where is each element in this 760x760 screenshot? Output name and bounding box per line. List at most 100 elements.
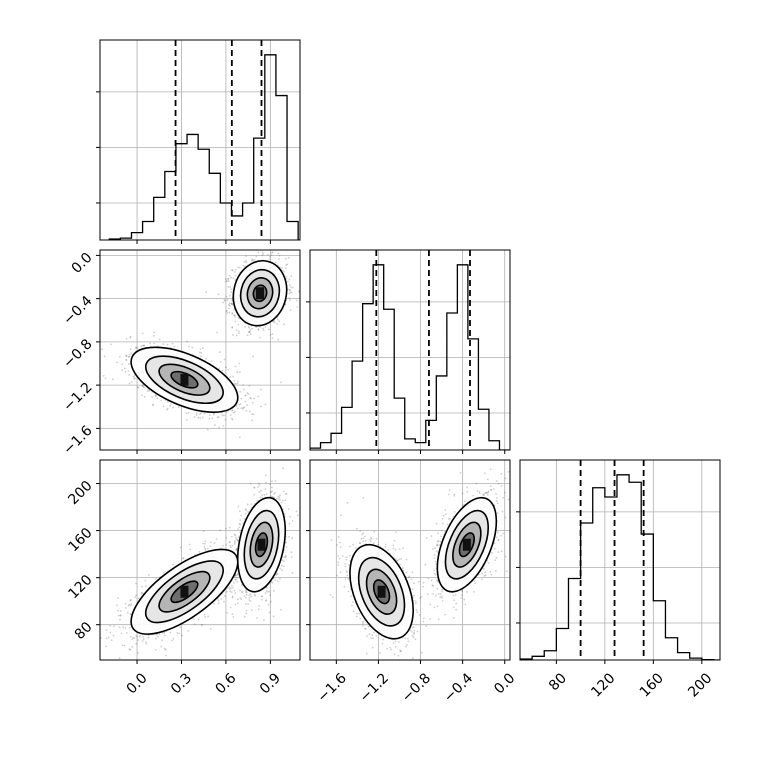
scatter-point: [187, 411, 190, 414]
scatter-point: [211, 417, 214, 420]
scatter-point: [290, 291, 293, 294]
scatter-point: [128, 626, 131, 629]
scatter-point: [195, 414, 198, 416]
scatter-point: [232, 615, 235, 618]
scatter-point: [124, 370, 127, 373]
scatter-point: [141, 585, 143, 588]
scatter-point: [153, 342, 155, 345]
scatter-point: [240, 598, 243, 601]
scatter-point: [229, 545, 232, 547]
scatter-point: [213, 541, 216, 544]
scatter-point: [250, 595, 252, 598]
scatter-point: [147, 636, 150, 639]
scatter-point: [206, 547, 209, 550]
scatter-point: [228, 304, 231, 307]
scatter-point: [165, 408, 168, 411]
scatter-point: [261, 254, 264, 257]
scatter-point: [257, 608, 260, 611]
scatter-point: [142, 344, 145, 347]
scatter-point: [249, 396, 252, 399]
scatter-point: [172, 563, 174, 566]
scatter-point: [284, 492, 287, 495]
scatter-point: [158, 338, 161, 341]
scatter-point: [256, 499, 259, 502]
scatter-point: [233, 271, 236, 273]
scatter-point: [169, 405, 172, 408]
scatter-point: [226, 612, 228, 614]
scatter-point: [290, 556, 293, 558]
scatter-point: [212, 412, 215, 415]
scatter-point: [245, 259, 247, 262]
scatter-point: [284, 555, 287, 558]
scatter-point: [295, 510, 298, 513]
scatter-point: [121, 644, 124, 647]
scatter-point: [193, 416, 196, 418]
histogram-bin: [198, 149, 209, 240]
scatter-point: [116, 604, 118, 606]
scatter-point: [267, 253, 270, 256]
scatter-point: [237, 539, 239, 542]
histogram-bin: [220, 203, 231, 240]
scatter-point: [277, 338, 280, 341]
scatter-point: [234, 278, 237, 281]
scatter-point: [290, 275, 293, 277]
scatter-point: [264, 481, 267, 484]
scatter-point: [245, 589, 248, 592]
scatter-point: [245, 261, 248, 264]
scatter-point: [277, 252, 280, 255]
scatter-point: [208, 414, 211, 417]
scatter-point: [201, 347, 204, 349]
scatter-point: [141, 344, 144, 347]
scatter-point: [287, 508, 290, 511]
scatter-point: [199, 413, 201, 416]
scatter-point: [228, 311, 231, 314]
scatter-point: [280, 501, 283, 504]
scatter-point: [217, 602, 220, 605]
scatter-point: [129, 348, 132, 350]
scatter-point: [250, 609, 253, 612]
scatter-point: [229, 376, 232, 379]
scatter-point: [128, 374, 131, 376]
scatter-point: [155, 395, 157, 397]
scatter-point: [143, 395, 146, 398]
scatter-point: [289, 288, 291, 291]
scatter-point: [129, 335, 132, 338]
scatter-point: [125, 359, 128, 361]
scatter-point: [231, 326, 234, 328]
scatter-point: [160, 399, 163, 402]
scatter-point: [231, 303, 234, 306]
scatter-point: [268, 258, 271, 261]
scatter-point: [252, 413, 255, 416]
scatter-point: [253, 593, 256, 596]
scatter-point: [263, 493, 266, 496]
scatter-point: [223, 298, 226, 301]
scatter-point: [134, 596, 137, 598]
scatter-point: [244, 394, 247, 397]
scatter-point: [288, 278, 291, 281]
scatter-point: [261, 494, 263, 497]
scatter-point: [131, 646, 134, 648]
scatter-point: [131, 638, 134, 641]
scatter-point: [166, 407, 169, 410]
scatter-point: [109, 343, 112, 346]
axes-frame: [309, 249, 511, 451]
scatter-point: [249, 600, 252, 603]
scatter-point: [252, 355, 255, 358]
scatter-point: [281, 564, 283, 567]
scatter-point: [233, 533, 236, 536]
scatter-point: [271, 486, 273, 489]
scatter-point: [283, 556, 286, 559]
scatter-point: [238, 403, 241, 406]
histogram-bin: [243, 203, 254, 240]
scatter-point: [133, 377, 136, 380]
scatter-point: [127, 363, 130, 365]
scatter-point: [248, 599, 251, 601]
histogram-bin: [568, 579, 580, 660]
scatter-point: [128, 353, 131, 356]
scatter-point: [179, 546, 182, 549]
scatter-point: [129, 648, 132, 651]
scatter-point: [167, 400, 169, 403]
scatter-point: [264, 592, 267, 594]
scatter-point: [280, 381, 282, 384]
scatter-point: [225, 310, 228, 313]
